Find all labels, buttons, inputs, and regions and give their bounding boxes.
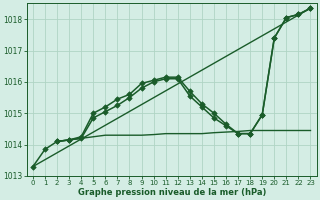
X-axis label: Graphe pression niveau de la mer (hPa): Graphe pression niveau de la mer (hPa) [77,188,266,197]
